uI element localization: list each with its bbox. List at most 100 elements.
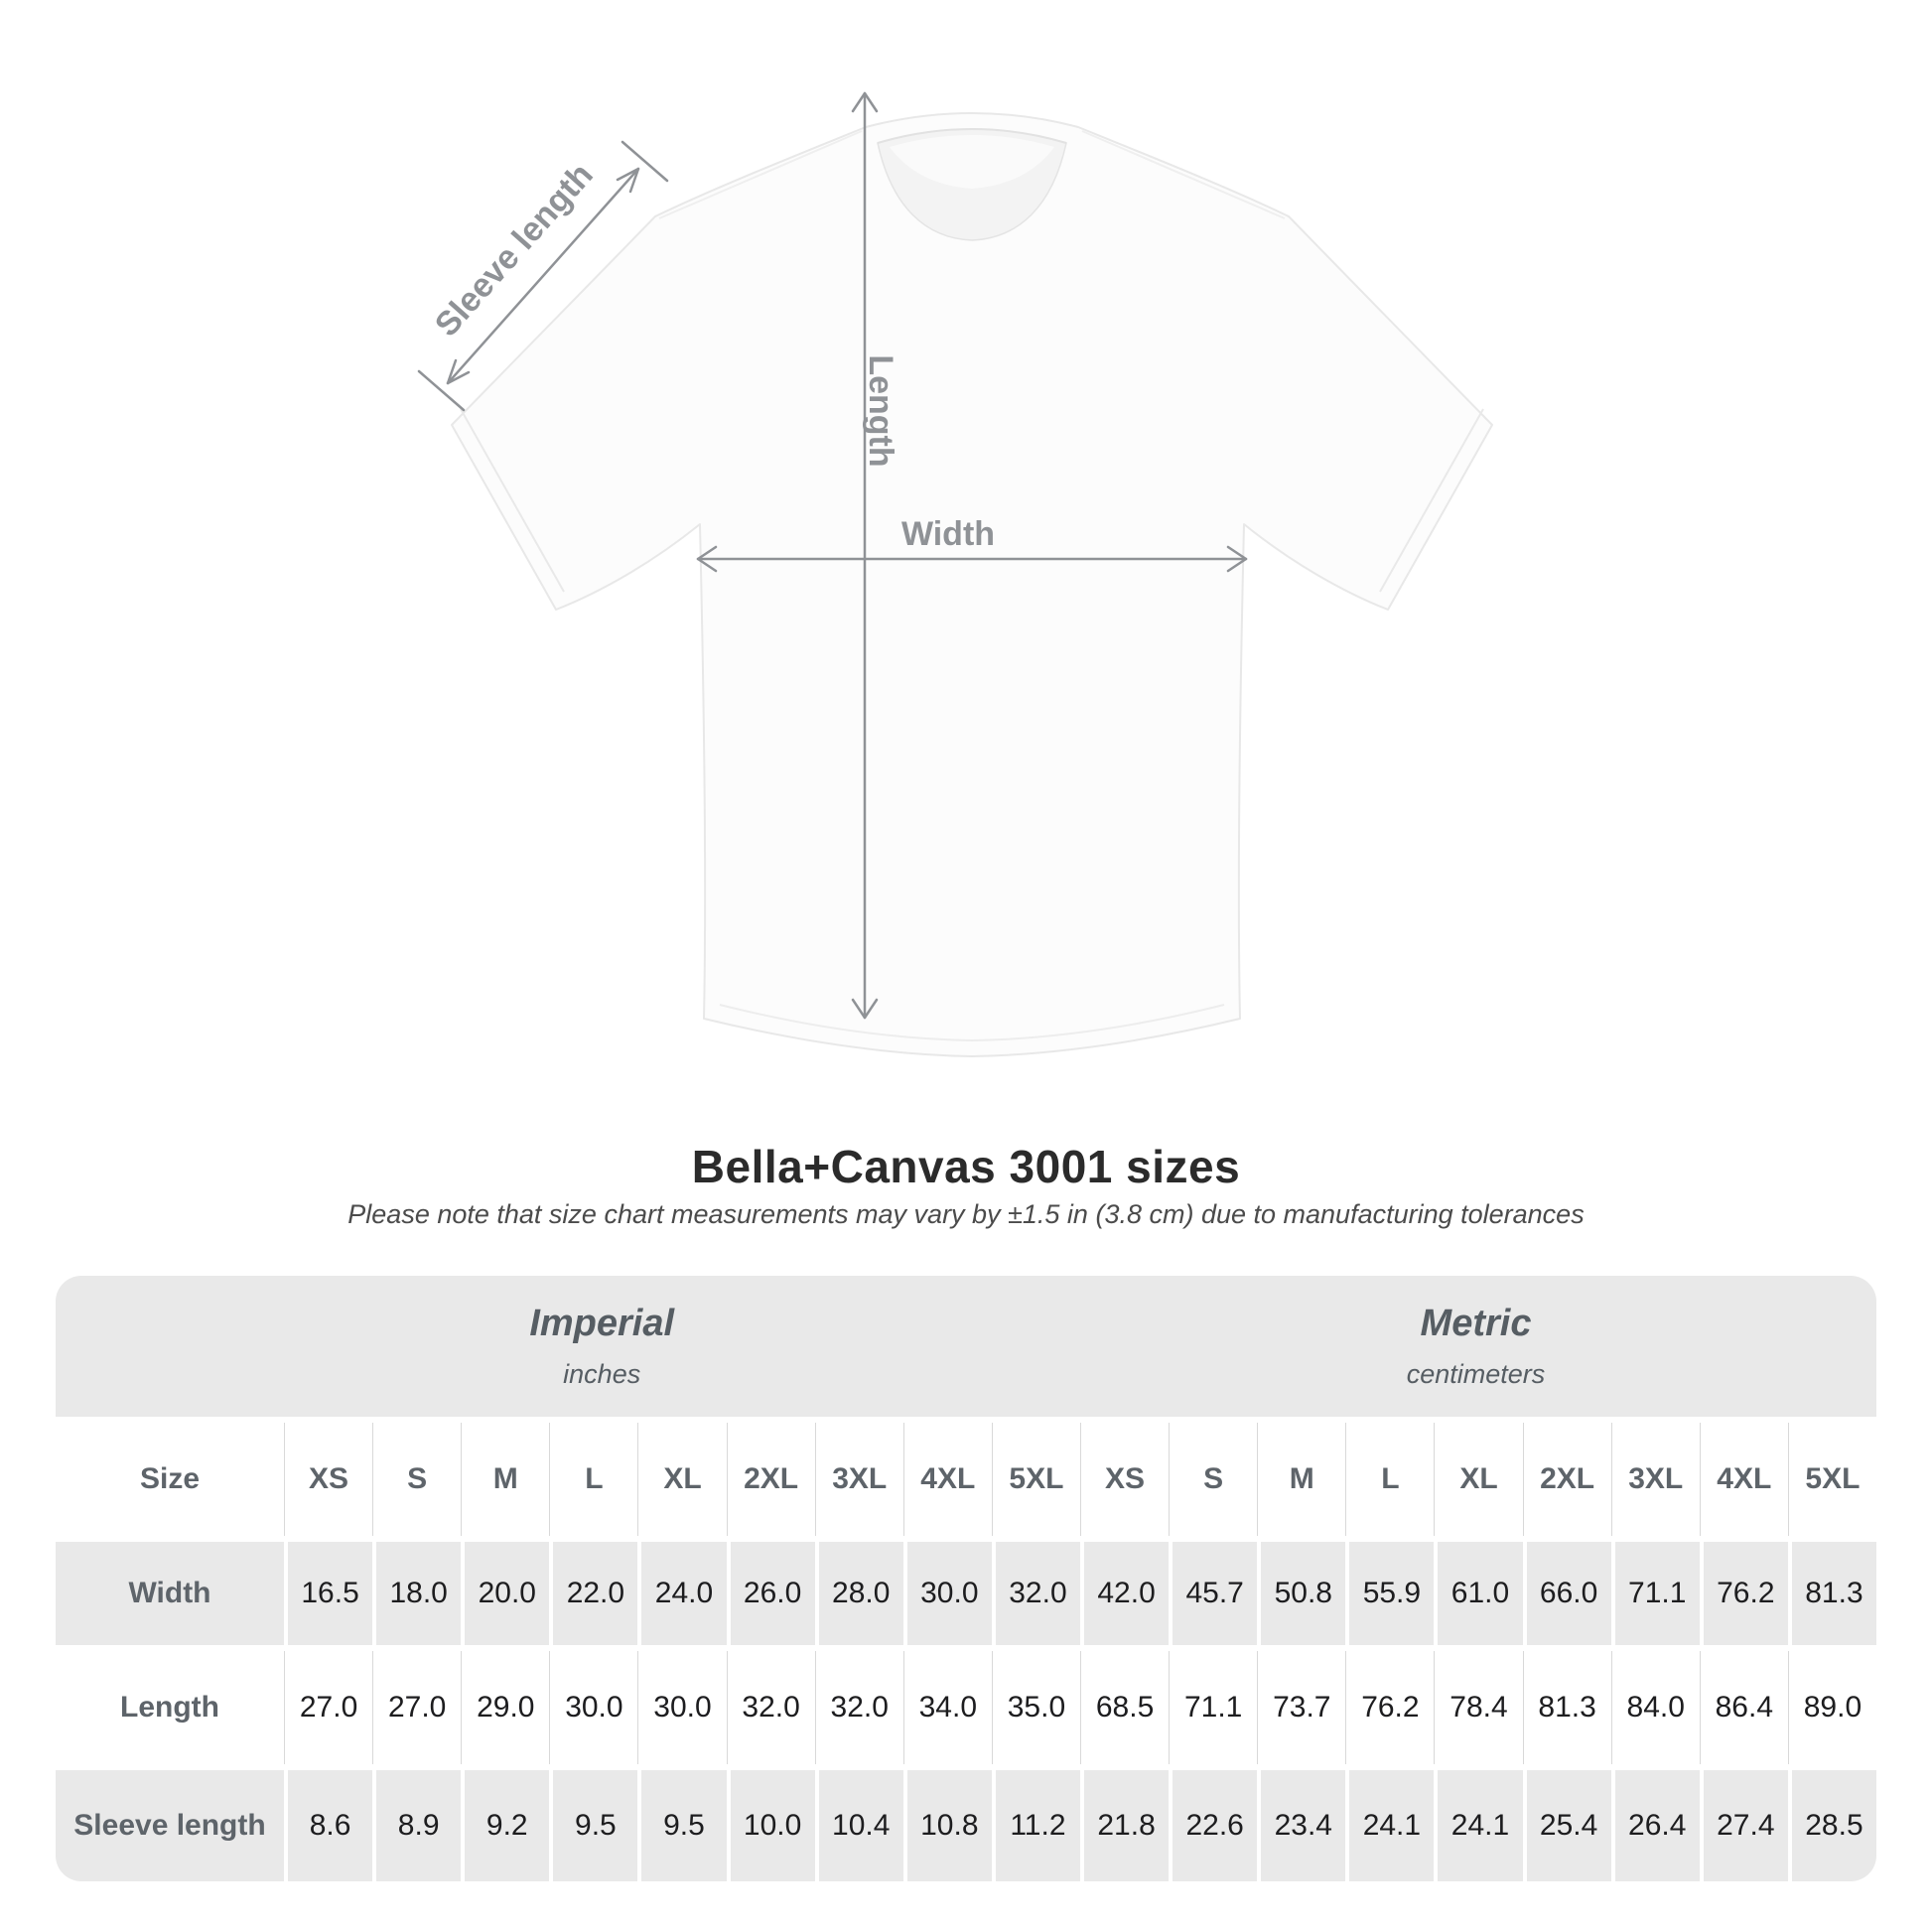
value-cell: 76.2 [1699, 1542, 1788, 1645]
size-col-header: M [461, 1423, 549, 1536]
value-cell: 68.5 [1080, 1651, 1169, 1764]
value-cell: 10.4 [814, 1770, 903, 1881]
imperial-title: Imperial [529, 1303, 675, 1344]
value-cell: 50.8 [1257, 1542, 1345, 1645]
value-cell: 20.0 [461, 1542, 549, 1645]
value-cell: 81.3 [1787, 1542, 1876, 1645]
value-cell: 35.0 [991, 1651, 1080, 1764]
collar-inner-back [890, 135, 1054, 189]
value-cell: 27.0 [372, 1651, 461, 1764]
value-cell: 29.0 [461, 1651, 549, 1764]
value-cell: 42.0 [1080, 1542, 1169, 1645]
value-cell: 23.4 [1257, 1770, 1345, 1881]
size-col-header: S [1169, 1423, 1257, 1536]
cuff-seam-left [460, 408, 565, 593]
size-col-header: 2XL [726, 1423, 815, 1536]
value-cell: 28.5 [1787, 1770, 1876, 1881]
value-cell: 78.4 [1434, 1651, 1522, 1764]
unit-header-row: Imperial inches Metric centimeters [56, 1276, 1876, 1417]
size-col-header: 3XL [1610, 1423, 1700, 1536]
value-cell: 24.1 [1345, 1770, 1434, 1881]
size-row-label: Size [139, 1462, 201, 1495]
value-cell: 16.5 [284, 1542, 372, 1645]
value-cell: 26.4 [1610, 1770, 1700, 1881]
value-cell: 9.2 [461, 1770, 549, 1881]
imperial-unit: inches [563, 1359, 641, 1389]
value-cell: 81.3 [1522, 1651, 1611, 1764]
tshirt-body [451, 112, 1493, 1057]
size-col-header: 3XL [814, 1423, 903, 1536]
value-cell: 24.0 [637, 1542, 726, 1645]
value-cell: 10.8 [902, 1770, 992, 1881]
row-label: Width [128, 1577, 211, 1609]
value-cell: 30.0 [549, 1651, 637, 1764]
value-cell: 32.0 [814, 1651, 903, 1764]
hem-seam [719, 1004, 1225, 1042]
size-col-header: 2XL [1522, 1423, 1611, 1536]
dimension-arrows [417, 91, 1248, 1020]
size-table: Imperial inches Metric centimeters Size … [56, 1276, 1876, 1881]
value-cell: 21.8 [1080, 1770, 1169, 1881]
value-cell: 32.0 [991, 1542, 1080, 1645]
value-cell: 66.0 [1522, 1542, 1611, 1645]
metric-title: Metric [1420, 1303, 1532, 1344]
size-col-header: L [549, 1423, 637, 1536]
row-label: Length [120, 1691, 219, 1724]
row-label: Sleeve length [73, 1809, 266, 1842]
value-cell: 27.4 [1699, 1770, 1788, 1881]
value-cell: 9.5 [549, 1770, 637, 1881]
length-arrow [851, 91, 879, 1020]
value-cell: 28.0 [814, 1542, 903, 1645]
value-cell: 32.0 [726, 1651, 815, 1764]
collar-ribbing [877, 128, 1067, 144]
size-col-header: 5XL [991, 1423, 1080, 1536]
imperial-header: Imperial inches [529, 1303, 674, 1390]
page-title: Bella+Canvas 3001 sizes [691, 1141, 1241, 1192]
value-cell: 71.1 [1610, 1542, 1700, 1645]
value-cell: 30.0 [637, 1651, 726, 1764]
value-cell: 24.1 [1434, 1770, 1522, 1881]
value-cell: 10.0 [726, 1770, 815, 1881]
value-cell: 8.6 [284, 1770, 372, 1881]
sleeve-length-arrow [417, 140, 669, 412]
value-cell: 34.0 [902, 1651, 992, 1764]
value-cell: 22.6 [1169, 1770, 1257, 1881]
shoulder-seam-right [1081, 130, 1286, 219]
width-arrow [696, 545, 1248, 573]
value-cell: 76.2 [1345, 1651, 1434, 1764]
tolerance-note: Please note that size chart measurements… [347, 1199, 1585, 1229]
size-col-header: 4XL [902, 1423, 992, 1536]
value-cell: 45.7 [1169, 1542, 1257, 1645]
metric-header: Metric centimeters [1407, 1303, 1546, 1390]
shoulder-seam-left [658, 130, 863, 219]
value-cell: 18.0 [372, 1542, 461, 1645]
size-col-header: XS [284, 1423, 372, 1536]
metric-unit: centimeters [1406, 1359, 1546, 1389]
value-cell: 55.9 [1345, 1542, 1434, 1645]
value-cell: 61.0 [1434, 1542, 1522, 1645]
size-col-header: 4XL [1699, 1423, 1788, 1536]
value-cell: 11.2 [991, 1770, 1080, 1881]
width-row: Width 16.5 18.0 20.0 22.0 24.0 26.0 28.0… [56, 1542, 1876, 1645]
width-dimension-label: Width [901, 515, 995, 553]
value-cell: 89.0 [1787, 1651, 1876, 1764]
value-cell: 71.1 [1169, 1651, 1257, 1764]
value-cell: 26.0 [726, 1542, 815, 1645]
size-col-header: S [372, 1423, 461, 1536]
tshirt-measurement-diagram: Width Length Sleeve length [417, 91, 1493, 1057]
size-col-header: XL [637, 1423, 726, 1536]
tshirt-illustration [451, 112, 1493, 1057]
length-row: Length 27.0 27.0 29.0 30.0 30.0 32.0 32.… [56, 1651, 1876, 1764]
size-header-row: Size XS S M L XL 2XL 3XL 4XL 5XL XS S M … [56, 1423, 1876, 1536]
value-cell: 25.4 [1522, 1770, 1611, 1881]
value-cell: 27.0 [284, 1651, 372, 1764]
value-cell: 30.0 [902, 1542, 992, 1645]
size-col-header: L [1345, 1423, 1434, 1536]
size-col-header: XL [1434, 1423, 1522, 1536]
length-dimension-label: Length [862, 354, 899, 467]
cuff-seam-right [1379, 408, 1484, 593]
size-col-header: XS [1080, 1423, 1169, 1536]
value-cell: 84.0 [1610, 1651, 1700, 1764]
value-cell: 86.4 [1699, 1651, 1788, 1764]
